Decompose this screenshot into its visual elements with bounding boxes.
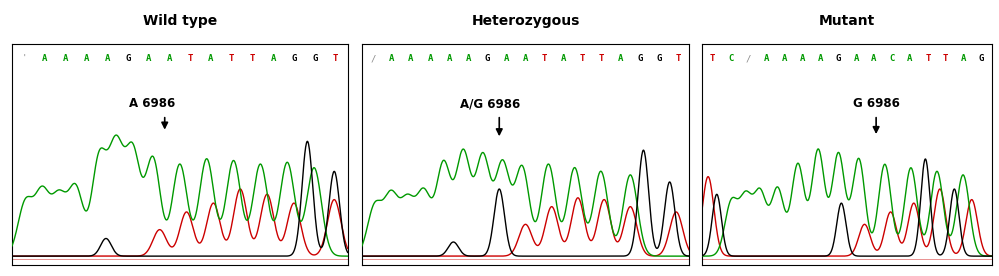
Text: T: T bbox=[229, 54, 235, 63]
Text: A: A bbox=[961, 54, 966, 63]
Text: Mutant: Mutant bbox=[819, 14, 875, 28]
Text: A: A bbox=[907, 54, 912, 63]
Text: A: A bbox=[105, 54, 110, 63]
Text: T: T bbox=[599, 54, 604, 63]
Text: A: A bbox=[817, 54, 823, 63]
Text: A/G 6986: A/G 6986 bbox=[460, 97, 520, 110]
Text: A: A bbox=[208, 54, 214, 63]
Text: T: T bbox=[710, 54, 715, 63]
Text: C: C bbox=[728, 54, 733, 63]
Text: Wild type: Wild type bbox=[143, 14, 217, 28]
Text: G: G bbox=[125, 54, 131, 63]
Text: G: G bbox=[485, 54, 490, 63]
Text: A: A bbox=[84, 54, 89, 63]
Text: A: A bbox=[167, 54, 172, 63]
Text: A: A bbox=[618, 54, 623, 63]
Text: T: T bbox=[333, 54, 339, 63]
Text: A: A bbox=[561, 54, 566, 63]
Text: A: A bbox=[428, 54, 433, 63]
Text: A: A bbox=[466, 54, 471, 63]
Text: A: A bbox=[503, 54, 509, 63]
Text: A: A bbox=[63, 54, 68, 63]
Text: A: A bbox=[522, 54, 528, 63]
Text: A: A bbox=[799, 54, 805, 63]
Text: A: A bbox=[271, 54, 276, 63]
Text: C: C bbox=[889, 54, 895, 63]
Text: A: A bbox=[390, 54, 395, 63]
Text: G: G bbox=[979, 54, 984, 63]
Text: T: T bbox=[541, 54, 547, 63]
Text: A: A bbox=[853, 54, 859, 63]
Text: A: A bbox=[42, 54, 48, 63]
Text: T: T bbox=[943, 54, 948, 63]
Text: A 6986: A 6986 bbox=[130, 97, 176, 110]
Text: Heterozygous: Heterozygous bbox=[472, 14, 579, 28]
Text: T: T bbox=[675, 54, 680, 63]
Text: G: G bbox=[637, 54, 642, 63]
Text: T: T bbox=[188, 54, 193, 63]
Text: /: / bbox=[746, 54, 751, 63]
Text: ': ' bbox=[21, 54, 27, 63]
Text: G 6986: G 6986 bbox=[853, 97, 900, 110]
Text: T: T bbox=[250, 54, 255, 63]
Text: T: T bbox=[580, 54, 585, 63]
Text: G: G bbox=[312, 54, 318, 63]
Text: G: G bbox=[835, 54, 841, 63]
Text: G: G bbox=[292, 54, 297, 63]
Text: A: A bbox=[782, 54, 787, 63]
Text: G: G bbox=[656, 54, 661, 63]
Text: /: / bbox=[371, 54, 376, 63]
Text: A: A bbox=[409, 54, 414, 63]
Text: A: A bbox=[764, 54, 769, 63]
Text: A: A bbox=[871, 54, 877, 63]
Text: A: A bbox=[146, 54, 152, 63]
Text: T: T bbox=[925, 54, 930, 63]
Text: A: A bbox=[447, 54, 452, 63]
